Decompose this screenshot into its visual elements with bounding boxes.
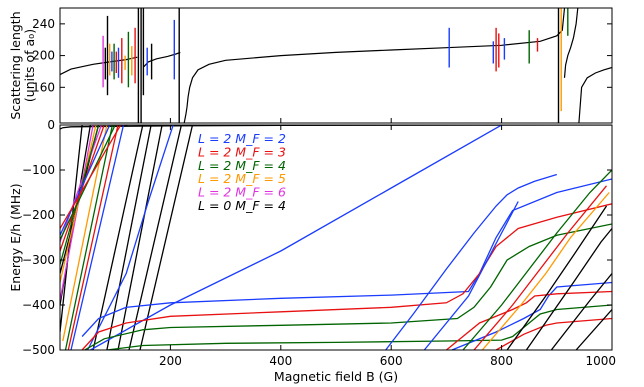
energy-level-curve-18	[117, 125, 163, 350]
bottom-plot-data	[60, 125, 612, 350]
energy-level-curve-9	[64, 125, 114, 350]
energy-level-curve-29	[451, 281, 612, 350]
x-tick-label-4: 1000	[585, 354, 616, 368]
energy-level-curve-19	[128, 125, 183, 350]
bottom-y-tick-label-5: 0	[47, 118, 55, 132]
energy-level-curve-25	[84, 223, 612, 350]
energy-level-curve-38	[575, 309, 612, 350]
x-axis-label: Magnetic field B (G)	[274, 369, 398, 384]
energy-level-curve-21	[87, 125, 174, 350]
energy-level-curve-31	[462, 169, 612, 350]
bottom-y-tick-label-1: −400	[22, 298, 55, 312]
energy-level-curve-20	[139, 125, 194, 350]
energy-level-curve-17	[106, 125, 152, 350]
legend-entry-3: L = 2 M_F = 5	[198, 171, 286, 186]
top-y-ticks: 160 200 240	[32, 17, 613, 123]
bottom-y-tick-label-0: −500	[22, 343, 55, 357]
energy-level-curve-24	[81, 203, 612, 350]
energy-level-curve-15	[60, 125, 122, 229]
energy-level-curve-35	[506, 205, 608, 350]
energy-level-curve-26	[106, 304, 612, 350]
top-y-axis-label-line2: (units of a₀)	[22, 29, 37, 102]
scattering-length-curve-branch-2	[183, 8, 566, 123]
top-y-axis-label-line1: Scattering length	[8, 11, 23, 119]
legend-entry-5: L = 0 M_F = 4	[198, 198, 286, 213]
legend-background	[194, 131, 276, 216]
energy-level-curve-11	[67, 125, 119, 350]
energy-level-curve-27	[385, 173, 557, 350]
bottom-y-tick-label-2: −300	[22, 253, 55, 267]
scattering-length-curve-branch-3	[563, 8, 579, 78]
energy-level-curve-28	[423, 201, 519, 350]
top-plot-frame	[59, 7, 613, 124]
top-y-tick-label-0: 160	[32, 80, 55, 94]
legend-entry-4: L = 2 M_F = 6	[198, 185, 286, 200]
energy-level-curve-10	[60, 125, 105, 252]
bottom-y-ticks: −500 −400 −300 −200 −100 0	[22, 118, 612, 357]
legend-entry-2: L = 2 M_F = 4	[198, 158, 286, 173]
energy-level-curve-33	[481, 192, 610, 350]
energy-level-curve-37	[550, 273, 612, 350]
bottom-y-tick-label-3: −200	[22, 208, 55, 222]
energy-level-curve-13	[70, 125, 125, 350]
legend-entry-1: L = 2 M_F = 3	[198, 144, 286, 159]
top-panel: 160 200 240 Scattering length (units of a₀…	[8, 7, 613, 124]
energy-level-curve-5	[60, 125, 103, 243]
bottom-plot-frame	[59, 124, 613, 351]
energy-level-curve-23	[81, 178, 612, 337]
energy-level-curve-22	[90, 125, 502, 350]
bottom-panel: −500 −400 −300 −200 −100 0 200 400 600 800 1000 E…	[8, 118, 616, 384]
scattering-length-curve-branch-4	[578, 66, 612, 123]
top-y-tick-label-2: 240	[32, 17, 55, 31]
legend-entry-0: L = 2 M_F = 2	[198, 131, 286, 146]
top-plot-data	[60, 8, 612, 123]
bottom-x-ticks: 200 400 600 800 1000	[159, 125, 616, 368]
x-tick-label-2: 600	[380, 354, 403, 368]
energy-level-curve-16	[92, 125, 144, 350]
x-tick-label-1: 400	[269, 354, 292, 368]
energy-level-curve-12	[60, 125, 111, 236]
energy-level-curve-36	[525, 228, 612, 350]
x-tick-label-0: 200	[159, 354, 182, 368]
bottom-y-tick-label-4: −100	[22, 163, 55, 177]
top-y-tick-label-1: 200	[32, 49, 55, 63]
energy-level-curve-32	[473, 185, 608, 350]
legend: L = 2 M_F = 2L = 2 M_F = 3L = 2 M_F = 4L…	[194, 131, 286, 216]
bottom-y-axis-label: Energy E/h (MHz)	[8, 183, 23, 291]
x-tick-label-3: 800	[490, 354, 513, 368]
